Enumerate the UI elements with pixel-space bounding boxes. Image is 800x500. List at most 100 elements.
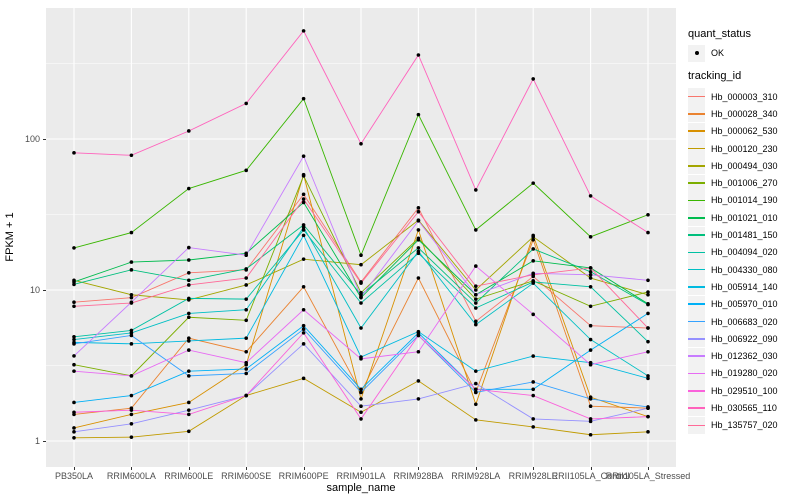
data-point <box>588 397 593 401</box>
data-point <box>531 281 535 285</box>
legend-item-Hb_005914_140: Hb_005914_140 <box>688 278 778 296</box>
data-point <box>244 168 248 173</box>
legend-item-label: Hb_005914_140 <box>711 281 778 292</box>
data-point <box>244 318 248 323</box>
data-point <box>359 387 363 392</box>
legend-item-label: Hb_006683_020 <box>711 316 778 327</box>
legend-key-line-icon <box>688 234 705 236</box>
data-point <box>416 331 421 335</box>
data-point <box>244 267 248 271</box>
data-point <box>244 276 248 280</box>
legend-key-line-icon <box>688 338 705 340</box>
data-point <box>301 174 306 178</box>
legend-key <box>688 295 705 313</box>
data-point <box>416 112 421 117</box>
data-point <box>72 282 76 287</box>
chart-canvas <box>46 8 676 467</box>
legend-key-line-icon <box>688 199 705 202</box>
data-point <box>416 219 421 223</box>
axis-tick <box>188 467 190 470</box>
x-tick-label: RRII105LA_Control <box>551 471 630 481</box>
legend-item-label: Hb_019280_020 <box>711 368 778 379</box>
legend-item-label: Hb_000003_310 <box>711 91 778 102</box>
legend-key <box>688 209 705 227</box>
data-point <box>244 349 248 354</box>
data-point <box>129 292 134 297</box>
data-point <box>588 337 593 342</box>
legend-key <box>688 278 705 296</box>
legend-key <box>688 364 705 382</box>
data-point <box>187 245 191 250</box>
data-point <box>531 380 535 384</box>
data-point <box>474 306 478 310</box>
data-point <box>244 393 248 398</box>
data-point <box>72 334 76 339</box>
legend-key <box>688 261 705 279</box>
data-point <box>646 311 650 316</box>
data-point <box>588 266 593 270</box>
legend-item-Hb_004330_080: Hb_004330_080 <box>688 261 778 279</box>
legend-item-Hb_000494_030: Hb_000494_030 <box>688 157 778 175</box>
legend-item-Hb_030565_110: Hb_030565_110 <box>688 399 778 417</box>
data-point <box>646 376 650 381</box>
y-axis-title: FPKM + 1 <box>4 212 16 262</box>
axis-tick <box>361 467 362 470</box>
data-point <box>474 297 478 301</box>
legend-item-label: Hb_030565_110 <box>711 402 777 413</box>
legend-key-line-icon <box>688 147 705 150</box>
data-point <box>359 390 363 395</box>
data-point <box>72 362 76 367</box>
data-point <box>72 300 76 305</box>
data-point <box>72 342 76 346</box>
data-point <box>301 327 306 332</box>
legend-key <box>688 399 705 417</box>
data-point <box>416 379 421 383</box>
data-point <box>301 307 306 312</box>
legend-key-line-icon <box>688 251 705 254</box>
axis-tick <box>418 467 420 470</box>
legend-key-line-icon <box>688 303 705 306</box>
axis-tick <box>475 467 477 470</box>
data-point <box>646 406 650 410</box>
data-point <box>588 323 593 328</box>
x-tick-label: RRIM600PE <box>278 471 329 481</box>
data-point <box>474 188 478 192</box>
x-tick-label: RRIM600LA <box>106 471 156 481</box>
legend-key-line-icon <box>688 407 705 409</box>
x-tick-label: RRII105LA_Stressed <box>605 471 691 481</box>
data-point <box>474 284 478 288</box>
data-point <box>72 354 76 358</box>
data-point <box>244 283 248 287</box>
legend-key-line-icon <box>688 286 705 288</box>
data-point <box>72 369 76 373</box>
legend-key-line-icon <box>688 216 705 219</box>
legend-item-label: Hb_029510_100 <box>711 385 778 396</box>
data-point <box>646 374 650 378</box>
data-point <box>244 360 248 365</box>
legend-item-label: Hb_000062_530 <box>711 126 778 137</box>
axis-tick <box>131 467 133 470</box>
x-axis-title: sample_name <box>326 482 396 494</box>
data-point <box>301 29 306 33</box>
data-point <box>301 342 306 346</box>
data-point <box>129 230 134 235</box>
data-point <box>531 259 535 263</box>
legend-item-label: Hb_001021_010 <box>711 212 778 223</box>
data-point <box>359 410 363 415</box>
x-tick-label: RRIM928LE <box>508 471 558 481</box>
data-point <box>359 295 363 299</box>
data-point <box>474 319 478 324</box>
axis-tick <box>590 467 592 470</box>
data-point <box>531 238 535 242</box>
data-point <box>359 397 363 401</box>
data-point <box>474 381 478 386</box>
data-point <box>416 349 421 354</box>
legend-item-Hb_001006_270: Hb_001006_270 <box>688 174 778 192</box>
legend-item-label: Hb_000494_030 <box>711 160 778 171</box>
legend-key-line-icon <box>688 389 705 392</box>
legend-key <box>688 416 705 434</box>
x-tick-label: RRIM600LE <box>164 471 214 481</box>
legend-item-Hb_006922_090: Hb_006922_090 <box>688 330 778 348</box>
data-point <box>474 390 478 395</box>
